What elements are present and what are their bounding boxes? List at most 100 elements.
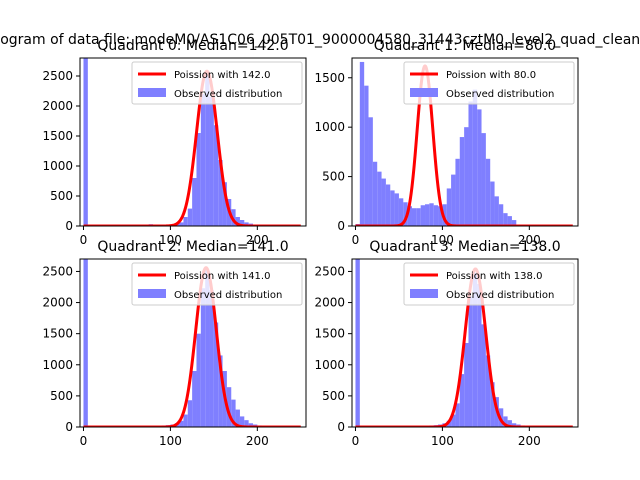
histogram-bar: [231, 399, 236, 427]
legend-bar-label: Observed distribution: [174, 290, 282, 301]
histogram-bar: [455, 403, 460, 427]
y-tick-label: 1000: [42, 159, 73, 173]
poisson-curve: [82, 266, 302, 427]
histogram-bar: [477, 283, 482, 427]
histogram-bar: [218, 355, 223, 427]
histogram-bar: [213, 322, 219, 427]
histogram-bar: [239, 416, 245, 427]
histogram-bar: [446, 188, 452, 226]
histogram-bar: [468, 296, 473, 427]
x-tick-label: 100: [431, 434, 454, 448]
histogram-bar: [179, 420, 184, 427]
histogram-bar: [226, 387, 232, 427]
axes-frame: [79, 258, 307, 428]
histogram-bar: [368, 117, 373, 226]
histogram-bar: [498, 204, 504, 226]
histogram-bar: [209, 290, 214, 427]
plot-area: [82, 259, 302, 427]
legend-box: [131, 61, 303, 105]
histogram-bar: [239, 220, 245, 226]
histogram-bar: [438, 206, 443, 226]
subplot-title: Quadrant 1: Median=80.0: [374, 38, 556, 54]
histogram-bar: [481, 324, 486, 427]
histogram-bar: [235, 217, 240, 226]
x-tick-label: 200: [518, 233, 541, 247]
subplot-quadrant-1: 0 100 200 0 500 1000 1500 Quadrant 1: Median=80…: [314, 38, 579, 247]
histogram-bar: [187, 208, 193, 226]
histogram-bar: [472, 89, 478, 226]
histogram-bar: [200, 94, 206, 226]
x-tick-label: 200: [246, 434, 269, 448]
histogram-bar: [244, 420, 249, 427]
histogram-bar: [451, 414, 456, 427]
histogram-bar: [507, 420, 512, 427]
axes-frame: [79, 57, 307, 227]
histogram-bar: [192, 371, 197, 427]
histogram-bar: [429, 203, 434, 226]
histogram-bar: [218, 160, 223, 226]
y-tick-label: 1500: [314, 327, 345, 341]
y-tick-label: 1000: [314, 358, 345, 372]
histogram-bar: [511, 423, 517, 427]
y-tick-label: 0: [65, 420, 73, 434]
poisson-curve: [354, 267, 574, 427]
histogram-bar: [390, 190, 395, 226]
histogram-bar: [179, 222, 184, 226]
x-tick-label: 100: [159, 233, 182, 247]
histogram-bar: [490, 181, 495, 226]
legend: Poission with 142.0 Observed distribution: [131, 61, 303, 105]
legend: Poission with 80.0 Observed distribution: [403, 61, 575, 105]
histogram-bar: [472, 272, 478, 427]
histogram-bar: [411, 208, 417, 226]
x-tick-label: 200: [246, 233, 269, 247]
y-tick-label: 2500: [314, 264, 345, 278]
histogram-bar: [235, 409, 240, 427]
y-tick-label: 1500: [314, 71, 345, 85]
y-tick-label: 500: [322, 389, 345, 403]
histogram-bar: [355, 259, 360, 427]
histogram-bar: [196, 133, 201, 226]
x-tick-label: 100: [431, 233, 454, 247]
x-tick-label: 0: [352, 434, 360, 448]
histogram-bar: [485, 158, 491, 226]
histogram-bar: [209, 97, 214, 226]
subplot-title: Quadrant 2: Median=141.0: [97, 239, 288, 255]
y-tick-label: 0: [65, 219, 73, 233]
histogram-bar: [364, 85, 369, 226]
y-tick-label: 1000: [42, 358, 73, 372]
histogram-bar: [485, 355, 491, 427]
legend-line-label: Poission with 141.0: [174, 271, 270, 282]
histogram-bar: [183, 217, 188, 226]
histogram-bar: [464, 127, 469, 226]
histogram-bar: [416, 208, 421, 226]
histogram-bar: [377, 171, 382, 226]
y-tick-label: 2000: [42, 296, 73, 310]
histogram-bar: [407, 206, 412, 226]
histogram-bar: [507, 216, 512, 226]
figure-title: Histogram of data file: modeM0/AS1C06_00…: [0, 32, 640, 48]
legend-bar-label: Observed distribution: [446, 89, 554, 100]
histogram-bar: [403, 202, 408, 226]
legend: Poission with 141.0 Observed distribution: [131, 262, 303, 306]
legend: Poission with 138.0 Observed distribution: [403, 262, 575, 306]
histogram-bar: [200, 288, 206, 427]
histogram-bar: [459, 374, 465, 427]
axes-frame: [351, 57, 579, 227]
x-tick-label: 0: [80, 233, 88, 247]
histogram-bar: [398, 198, 404, 226]
legend-bar-swatch: [410, 88, 438, 97]
histogram-bar: [205, 270, 210, 427]
histogram-bar: [372, 161, 378, 226]
y-tick-label: 1000: [314, 120, 345, 134]
histogram-bar: [481, 133, 486, 226]
legend-box: [403, 262, 575, 306]
legend-bar-label: Observed distribution: [174, 89, 282, 100]
legend-bar-swatch: [138, 88, 166, 97]
histogram-bar: [503, 416, 508, 427]
histogram-bar: [83, 58, 88, 226]
histogram-bar: [455, 158, 460, 226]
legend-box: [403, 61, 575, 105]
histogram-bar: [385, 184, 391, 226]
